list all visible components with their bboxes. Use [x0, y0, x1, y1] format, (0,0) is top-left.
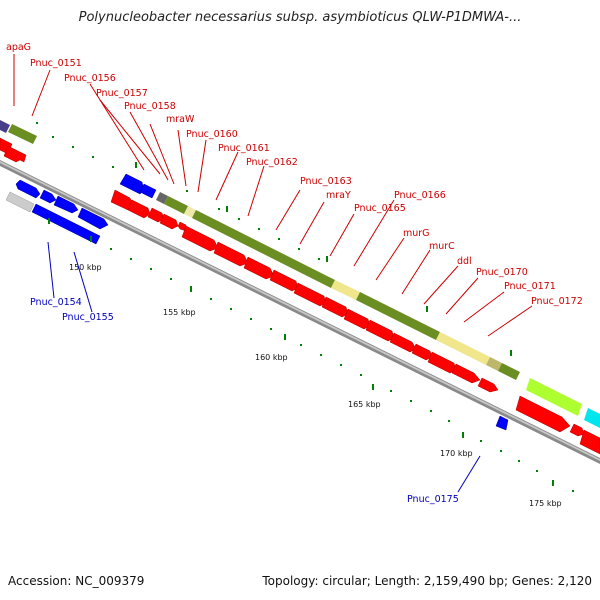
- reverse-gene-labels: Pnuc_0154 Pnuc_0155 Pnuc_0175: [30, 297, 459, 505]
- backbone: [0, 160, 600, 464]
- forward-gene-labels: apaG Pnuc_0151 Pnuc_0156 Pnuc_0157 Pnuc_…: [6, 42, 583, 307]
- gene-label-ddl: ddl: [457, 256, 472, 267]
- tick-track: [36, 122, 574, 492]
- gene-label-pnuc-0160: Pnuc_0160: [186, 129, 238, 140]
- cog-track: [0, 120, 600, 428]
- gene-label-pnuc-0175: Pnuc_0175: [407, 494, 459, 505]
- gene-label-pnuc-0157: Pnuc_0157: [96, 88, 148, 99]
- tick-label-165: 165 kbp: [348, 400, 381, 409]
- tick-label-150: 150 kbp: [69, 263, 102, 272]
- gene-label-pnuc-0156: Pnuc_0156: [64, 73, 116, 84]
- tick-label-175: 175 kbp: [529, 499, 562, 508]
- tick-label-155: 155 kbp: [163, 308, 196, 317]
- gene-label-pnuc-0171: Pnuc_0171: [504, 281, 556, 292]
- gene-label-pnuc-0161: Pnuc_0161: [218, 143, 270, 154]
- gene-label-murC: murC: [429, 241, 455, 252]
- gene-label-pnuc-0158: Pnuc_0158: [124, 101, 176, 112]
- tick-label-160: 160 kbp: [255, 353, 288, 362]
- forward-genes: [0, 137, 600, 455]
- tick-label-170: 170 kbp: [440, 449, 473, 458]
- gene-label-murG: murG: [403, 228, 430, 239]
- reverse-leader-lines: [47, 241, 481, 493]
- gene-label-pnuc-0155: Pnuc_0155: [62, 312, 114, 323]
- gene-label-pnuc-0163: Pnuc_0163: [300, 176, 352, 187]
- gene-label-pnuc-0151: Pnuc_0151: [30, 58, 82, 69]
- gene-label-mraY: mraY: [326, 190, 351, 201]
- scale-labels: 150 kbp 155 kbp 160 kbp 165 kbp 170 kbp …: [69, 263, 562, 508]
- gene-label-pnuc-0166: Pnuc_0166: [394, 190, 446, 201]
- gene-label-pnuc-0172: Pnuc_0172: [531, 296, 583, 307]
- gene-label-pnuc-0170: Pnuc_0170: [476, 267, 528, 278]
- reverse-genes: [15, 173, 509, 431]
- gene-label-pnuc-0165: Pnuc_0165: [354, 203, 406, 214]
- gene-label-pnuc-0162: Pnuc_0162: [246, 157, 298, 168]
- gene-label-apaG: apaG: [6, 42, 31, 53]
- accession-text: Accession: NC_009379: [8, 574, 145, 588]
- gene-label-pnuc-0154: Pnuc_0154: [30, 297, 82, 308]
- map-title: Polynucleobacter necessarius subsp. asym…: [78, 10, 522, 25]
- gray-gene: [5, 191, 35, 213]
- genome-summary-text: Topology: circular; Length: 2,159,490 bp…: [262, 574, 592, 588]
- gene-label-mraW: mraW: [166, 114, 195, 125]
- forward-leader-lines: [13, 54, 533, 337]
